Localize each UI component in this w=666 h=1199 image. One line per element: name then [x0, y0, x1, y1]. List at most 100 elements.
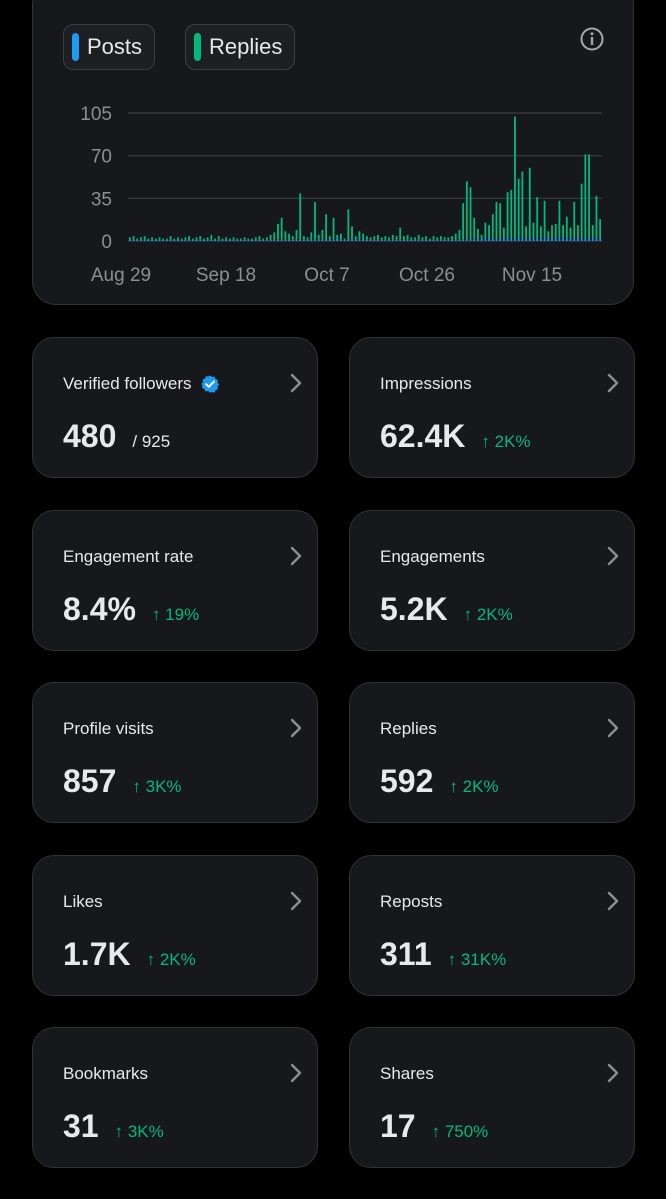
stat-value-row: 8.4% ↑ 19% [63, 591, 199, 628]
replies-bar [510, 189, 513, 239]
posts-bar [269, 239, 272, 241]
legend-replies-button[interactable]: Replies [185, 24, 296, 70]
stat-card-verified-followers[interactable]: Verified followers 480 / 925 [32, 337, 318, 478]
replies-bar [514, 116, 516, 239]
replies-bar [388, 237, 390, 240]
stat-label-text: Impressions [380, 374, 472, 393]
stat-label: Impressions [380, 374, 472, 394]
replies-bar [158, 237, 161, 240]
posts-bar [469, 238, 472, 241]
posts-bar [539, 238, 542, 241]
posts-bar [295, 239, 298, 241]
posts-bar [162, 239, 165, 241]
replies-bar [495, 201, 498, 239]
posts-bar [343, 239, 346, 241]
stat-value: 480 [63, 418, 117, 454]
stat-label-text: Engagement rate [63, 546, 194, 566]
replies-bar [499, 203, 502, 239]
stat-change: ↑ 750% [431, 1122, 489, 1141]
posts-bar [247, 239, 250, 241]
stat-label: Engagement rate [63, 547, 193, 567]
stat-label-text: Reposts [380, 891, 443, 911]
posts-bar [573, 238, 576, 241]
posts-bar [195, 239, 198, 241]
chevron-right-icon [607, 546, 619, 565]
posts-bar [228, 239, 231, 241]
replies-bar [506, 192, 509, 238]
stat-label: Reposts [380, 892, 442, 912]
stat-card-reposts[interactable]: Reposts 311 ↑ 31K% [349, 854, 635, 996]
posts-bar [502, 238, 505, 241]
posts-bar [232, 239, 235, 241]
stat-card-shares[interactable]: Shares 17 ↑ 750% [349, 1027, 635, 1168]
replies-bar [480, 234, 483, 239]
replies-bar [488, 225, 490, 238]
replies-bar [528, 167, 531, 238]
posts-bar [306, 239, 309, 241]
posts-bar [477, 238, 479, 241]
replies-bar [517, 178, 520, 238]
stat-card-impressions[interactable]: Impressions 62.4K ↑ 2K% [349, 337, 635, 478]
stat-value: 17 [380, 1108, 416, 1144]
stat-card-bookmarks[interactable]: Bookmarks 31 ↑ 3K% [32, 1027, 318, 1168]
stat-card-replies[interactable]: Replies 592 ↑ 2K% [349, 682, 635, 823]
stat-change: ↑ 2K% [463, 604, 513, 624]
posts-bar [514, 238, 516, 241]
replies-bar [380, 237, 383, 240]
x-tick-label: Aug 29 [91, 265, 151, 286]
replies-bar [143, 236, 146, 240]
replies-bar [221, 238, 224, 240]
stat-change: ↑ 2K% [146, 949, 196, 969]
posts-bar [480, 238, 483, 241]
replies-bar [340, 233, 342, 240]
stat-label: Shares [380, 1064, 434, 1084]
legend-posts-button[interactable]: Posts [63, 24, 156, 70]
stat-card-profile-visits[interactable]: Profile visits 857 ↑ 3K% [32, 682, 318, 823]
chevron-right-icon [290, 373, 302, 393]
posts-bar [436, 239, 439, 241]
replies-bar [543, 200, 546, 238]
x-tick-label: Oct 26 [399, 265, 455, 286]
stat-card-likes[interactable]: Likes 1.7K ↑ 2K% [32, 854, 318, 996]
posts-bar [225, 239, 228, 241]
replies-bar [469, 187, 472, 239]
replies-bar [210, 234, 213, 240]
legend-posts-label: Posts [87, 34, 143, 59]
posts-bar [565, 238, 568, 241]
posts-bar [288, 239, 290, 241]
replies-bar [251, 238, 253, 240]
stat-value-row: 5.2K ↑ 2K% [380, 591, 513, 628]
x-tick-label: Oct 7 [304, 265, 349, 286]
stat-value-row: 1.7K ↑ 2K% [63, 936, 196, 973]
stat-card-engagement-rate[interactable]: Engagement rate 8.4% ↑ 19% [32, 509, 318, 651]
replies-bar [588, 154, 590, 239]
replies-bar [225, 237, 228, 240]
replies-bar [128, 237, 131, 240]
posts-bar [558, 237, 561, 241]
replies-bar [299, 193, 302, 240]
info-icon[interactable] [579, 26, 605, 52]
stat-label-text: Replies [380, 719, 437, 738]
posts-bar [421, 239, 424, 241]
stat-value: 592 [380, 763, 434, 799]
replies-bar [169, 236, 172, 240]
stat-value: 311 [380, 935, 432, 972]
posts-bar [484, 238, 487, 241]
posts-bar [406, 239, 409, 241]
chevron-right-icon [607, 891, 619, 910]
replies-bar [184, 237, 187, 240]
posts-bar [336, 238, 339, 241]
posts-bar [595, 238, 598, 241]
stat-label-text: Bookmarks [63, 1064, 149, 1083]
stat-change: ↑ 31K% [447, 949, 507, 969]
stat-card-engagements[interactable]: Engagements 5.2K ↑ 2K% [349, 509, 635, 651]
posts-bar [362, 238, 365, 241]
replies-bar [432, 236, 435, 240]
replies-bar [447, 237, 450, 240]
replies-bar [302, 236, 305, 240]
posts-bar [147, 239, 150, 241]
replies-bar [454, 233, 457, 240]
replies-bar [443, 237, 446, 240]
replies-bar [477, 228, 479, 239]
replies-bar [465, 181, 468, 239]
